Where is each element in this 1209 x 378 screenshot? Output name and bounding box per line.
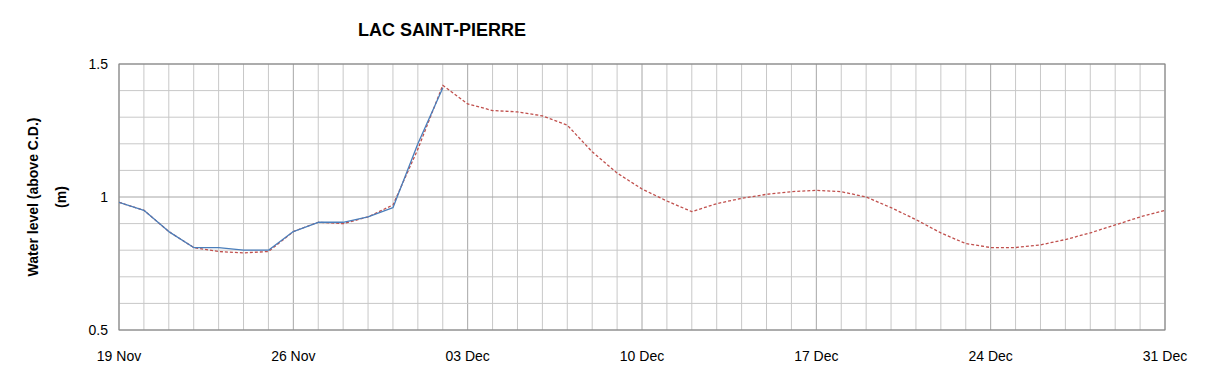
y-minor-grid-line — [119, 303, 1165, 304]
x-tick-label: 10 Dec — [620, 348, 664, 364]
series-line — [119, 85, 1165, 253]
series-group — [119, 85, 1165, 253]
y-axis-label: Water level (above C.D.) (m) — [25, 118, 69, 277]
plot-frame — [119, 64, 1165, 330]
y-minor-grid-line — [119, 223, 1165, 224]
title: LAC SAINT-PIERRE — [358, 20, 526, 40]
y-minor-grid-line — [119, 90, 1165, 91]
x-tick-label: 03 Dec — [445, 348, 489, 364]
y-minor-grid-line — [119, 276, 1165, 277]
x-tick-label: 31 Dec — [1143, 348, 1187, 364]
series-line — [119, 88, 443, 250]
y-axis-label-line: (m) — [53, 186, 69, 208]
x-tick-label: 26 Nov — [271, 348, 315, 364]
y-tick-label: 0.5 — [89, 322, 109, 338]
y-minor-grid-line — [119, 117, 1165, 118]
grid — [119, 64, 1165, 330]
y-minor-grid-line — [119, 250, 1165, 251]
y-axis-label-line: Water level (above C.D.) — [25, 118, 41, 277]
x-tick-label: 17 Dec — [794, 348, 838, 364]
y-grid-line — [119, 197, 1165, 198]
y-tick-label: 1 — [100, 189, 108, 205]
x-tick-label: 19 Nov — [97, 348, 141, 364]
chart: 19 Nov 26 Nov 03 Dec 10 Dec 17 Dec 24 Dec 31 D… — [0, 0, 1209, 378]
x-tick-label: 24 Dec — [968, 348, 1012, 364]
y-tick-label: 1.5 — [89, 56, 109, 72]
y-minor-grid-line — [119, 143, 1165, 144]
y-minor-grid-line — [119, 170, 1165, 171]
